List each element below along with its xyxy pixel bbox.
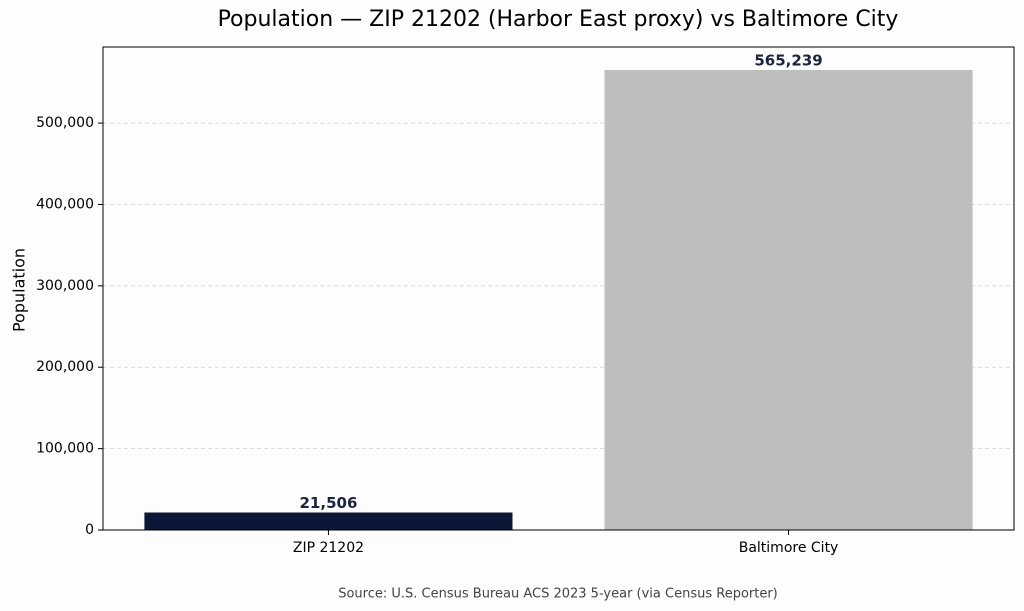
value-label: 21,506 xyxy=(300,494,358,512)
y-tick-label: 100,000 xyxy=(36,441,94,457)
y-tick-label: 400,000 xyxy=(36,196,94,212)
bar xyxy=(144,512,513,530)
y-axis-label: Population xyxy=(10,248,29,332)
value-label: 565,239 xyxy=(754,52,822,70)
y-tick-label: 200,000 xyxy=(36,359,94,375)
y-tick-label: 0 xyxy=(85,522,94,538)
plot-frame xyxy=(102,46,1015,531)
x-tick-label: Baltimore City xyxy=(739,540,839,556)
y-tick-label: 500,000 xyxy=(36,115,94,131)
x-tick-label: ZIP 21202 xyxy=(293,540,364,556)
y-tick-label: 300,000 xyxy=(36,278,94,294)
source-note: Source: U.S. Census Bureau ACS 2023 5-ye… xyxy=(338,587,778,602)
chart-title: Population — ZIP 21202 (Harbor East prox… xyxy=(218,7,899,32)
bar xyxy=(604,70,973,531)
